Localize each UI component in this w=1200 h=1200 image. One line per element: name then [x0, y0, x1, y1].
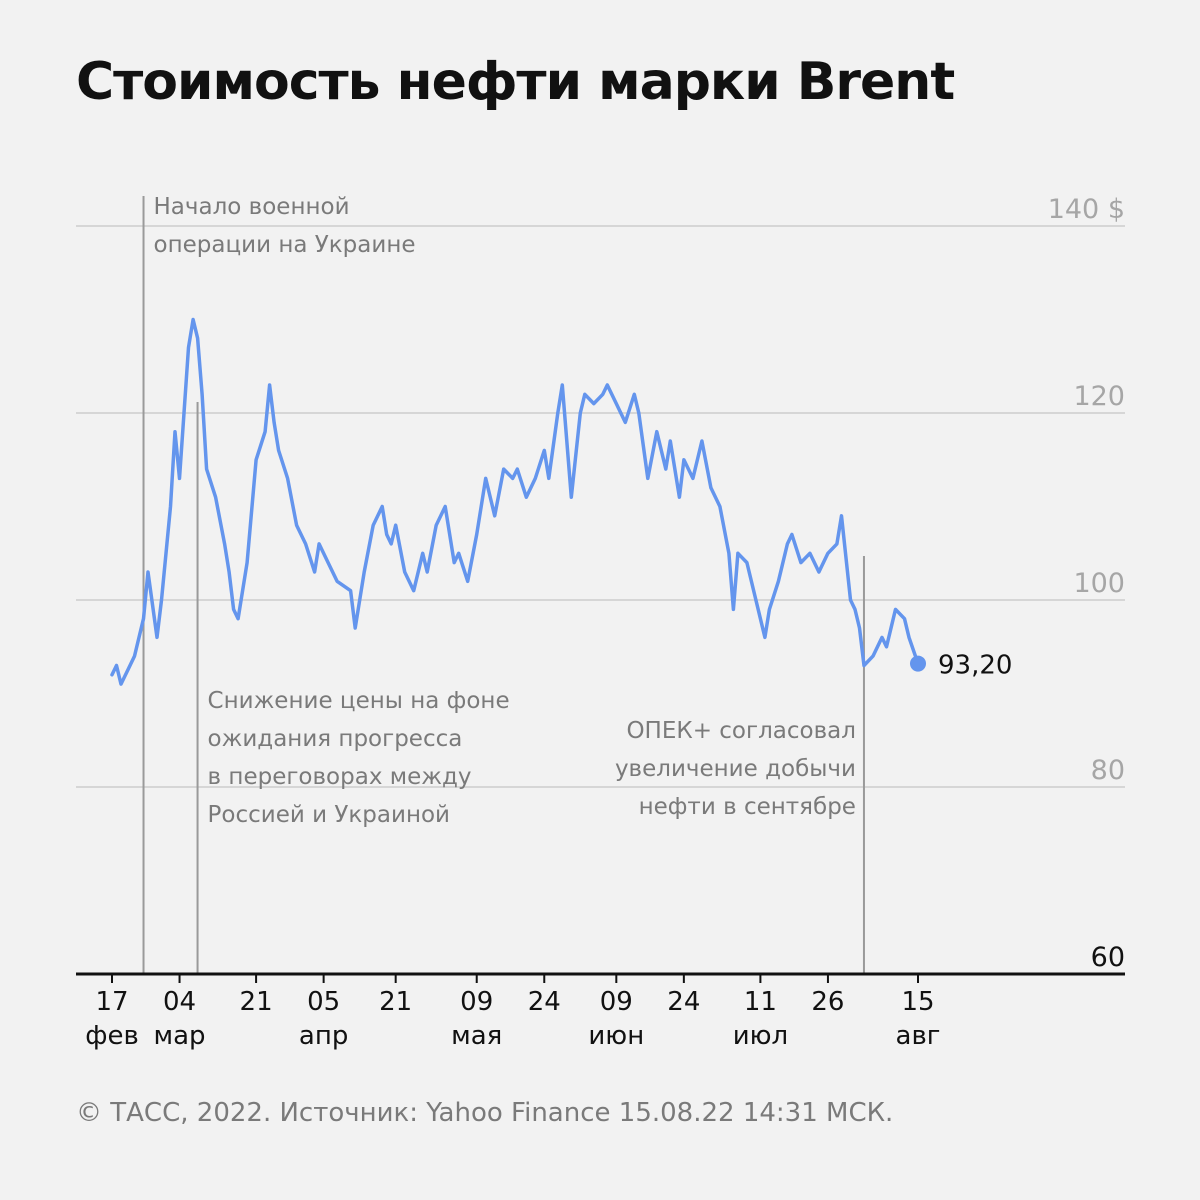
y-tick-label: 80	[1091, 755, 1125, 786]
x-tick-month: июн	[588, 1021, 644, 1051]
event-annotation: операции на Украине	[154, 232, 416, 258]
event-markers	[142, 196, 865, 974]
y-tick-label: 140 $	[1048, 194, 1125, 225]
x-tick-month: апр	[299, 1021, 348, 1051]
chart-title: Стоимость нефти марки Brent	[76, 52, 955, 112]
event-annotation: нефти в сентябре	[639, 794, 856, 820]
event-annotation: Начало военной	[154, 194, 350, 220]
x-tick-month: мая	[451, 1021, 502, 1051]
x-tick-month: фев	[85, 1021, 139, 1051]
x-tick-day: 05	[307, 987, 340, 1017]
price-line	[110, 317, 920, 686]
y-tick-label: 100	[1073, 568, 1125, 599]
x-tick-day: 24	[528, 987, 561, 1017]
x-tick-day: 09	[600, 987, 633, 1017]
event-annotation: в переговорах между	[208, 764, 472, 790]
x-tick-day: 17	[95, 987, 128, 1017]
y-tick-label: 60	[1091, 942, 1125, 973]
x-tick-day: 26	[811, 987, 844, 1017]
event-annotation: Снижение цены на фоне	[208, 688, 510, 714]
labels: 140 $ 120 100 80 60 17 фев 04 мар 21 05 апр 21 09 мая 2…	[85, 194, 1125, 1051]
x-tick-day: 15	[901, 987, 934, 1017]
x-tick-month: авг	[896, 1021, 941, 1051]
x-tick-day: 04	[163, 987, 196, 1017]
x-tick-day: 09	[460, 987, 493, 1017]
event-annotation: ОПЕК+ согласовал	[626, 718, 856, 744]
last-value-dot	[910, 655, 926, 672]
y-tick-label: 120	[1073, 381, 1125, 412]
x-tick-day: 21	[240, 987, 273, 1017]
x-tick-day: 21	[379, 987, 412, 1017]
x-tick-day: 11	[744, 987, 777, 1017]
gridlines	[76, 225, 1125, 788]
last-value-label: 93,20	[938, 651, 1012, 681]
source-note: © ТАСС, 2022. Источник: Yahoo Finance 15…	[76, 1098, 894, 1128]
event-annotation: Россией и Украиной	[208, 802, 450, 828]
axes	[76, 972, 1125, 983]
event-annotation: увеличение добычи	[615, 756, 856, 782]
price-series	[110, 317, 926, 686]
event-annotation: ожидания прогресса	[208, 726, 463, 752]
x-tick-month: мар	[154, 1021, 206, 1051]
x-tick-month: июл	[733, 1021, 788, 1051]
x-tick-day: 24	[667, 987, 700, 1017]
